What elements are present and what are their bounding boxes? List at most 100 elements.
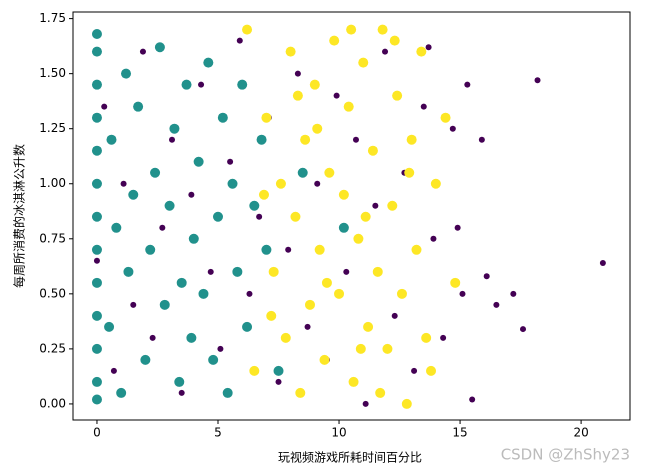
point: [120, 180, 127, 187]
point: [232, 266, 243, 277]
point: [375, 387, 386, 398]
point: [440, 334, 447, 341]
point: [249, 200, 260, 211]
point: [426, 365, 437, 376]
point: [91, 145, 102, 156]
point: [104, 321, 115, 332]
point: [343, 101, 354, 112]
point: [297, 167, 308, 178]
point: [430, 235, 437, 242]
point: [207, 268, 214, 275]
point: [176, 277, 187, 288]
point: [309, 79, 320, 90]
point: [154, 42, 165, 53]
point: [363, 321, 374, 332]
point: [181, 79, 192, 90]
point: [91, 343, 102, 354]
point: [304, 323, 311, 330]
point: [106, 134, 117, 145]
point: [169, 123, 180, 134]
y-tick-label: 1.75: [39, 11, 66, 25]
point: [121, 68, 132, 79]
point: [128, 189, 139, 200]
point: [352, 136, 359, 143]
point: [198, 81, 205, 88]
point: [377, 24, 388, 35]
point: [367, 145, 378, 156]
point: [360, 211, 371, 222]
point: [256, 213, 263, 220]
point: [91, 29, 102, 40]
point: [91, 394, 102, 405]
point: [116, 387, 127, 398]
point: [324, 167, 335, 178]
point: [212, 211, 223, 222]
point: [353, 233, 364, 244]
point: [312, 123, 323, 134]
point: [411, 244, 422, 255]
point: [285, 246, 292, 253]
point: [236, 37, 243, 44]
point: [149, 334, 156, 341]
point: [333, 92, 340, 99]
x-axis-label: 玩视频游戏所耗时间百分比: [278, 450, 422, 465]
point: [396, 288, 407, 299]
point: [256, 134, 267, 145]
point: [292, 90, 303, 101]
point: [110, 367, 117, 374]
point: [217, 112, 228, 123]
point: [275, 378, 282, 385]
point: [261, 244, 272, 255]
point: [387, 200, 398, 211]
point: [493, 301, 500, 308]
point: [280, 332, 291, 343]
point: [372, 266, 383, 277]
point: [314, 244, 325, 255]
point: [343, 268, 350, 275]
point: [391, 312, 398, 319]
point: [93, 257, 100, 264]
point: [290, 211, 301, 222]
point: [178, 389, 185, 396]
point: [285, 46, 296, 57]
watermark: CSDN @ZhShy23: [501, 446, 630, 464]
point: [246, 290, 253, 297]
point: [266, 310, 277, 321]
point: [464, 81, 471, 88]
point: [478, 136, 485, 143]
point: [319, 354, 330, 365]
point: [140, 354, 151, 365]
point: [268, 266, 279, 277]
point: [338, 222, 349, 233]
point: [416, 46, 427, 57]
point: [459, 290, 466, 297]
point: [520, 326, 527, 333]
point: [91, 310, 102, 321]
point: [510, 290, 517, 297]
point: [295, 387, 306, 398]
point: [411, 367, 418, 374]
point: [389, 35, 400, 46]
x-tick-label: 0: [93, 426, 101, 440]
y-tick-label: 0.25: [39, 341, 66, 355]
point: [346, 24, 357, 35]
plot-frame: [72, 11, 631, 421]
point: [164, 200, 175, 211]
point: [130, 301, 137, 308]
point: [193, 156, 204, 167]
point: [425, 44, 432, 51]
x-tick-label: 5: [214, 426, 222, 440]
point: [111, 222, 122, 233]
point: [222, 387, 233, 398]
point: [294, 70, 301, 77]
point: [203, 57, 214, 68]
point: [91, 178, 102, 189]
point: [242, 321, 253, 332]
point: [91, 112, 102, 123]
point: [91, 376, 102, 387]
point: [91, 79, 102, 90]
point: [440, 112, 451, 123]
point: [401, 398, 412, 409]
y-tick-label: 1.25: [39, 121, 66, 135]
